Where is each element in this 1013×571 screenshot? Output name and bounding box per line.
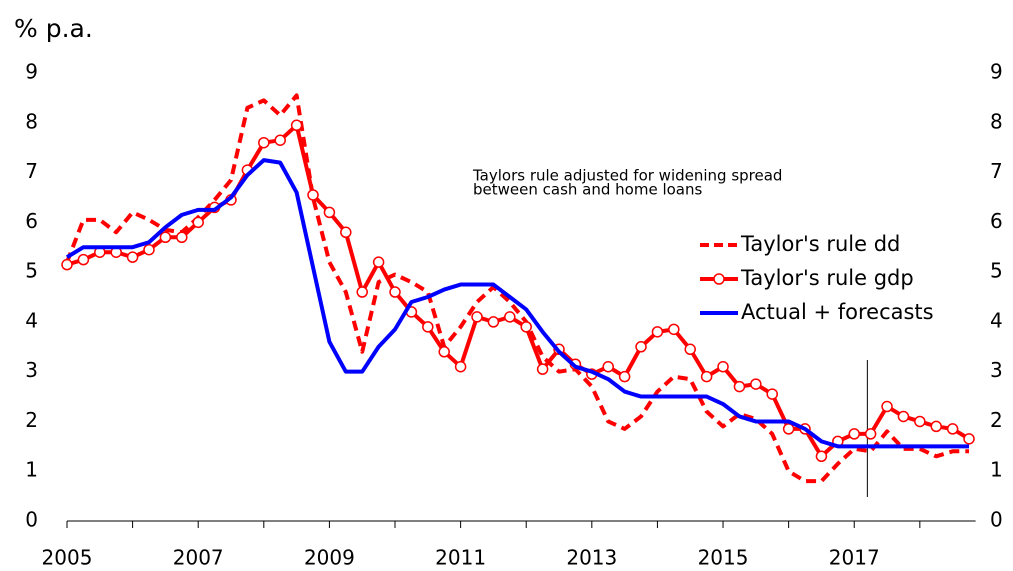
y2-tick-label: 5: [990, 259, 1003, 283]
marker: [750, 378, 762, 390]
y-axis-label: % p.a.: [14, 14, 93, 43]
y-tick-label: 5: [25, 259, 38, 283]
marker: [848, 428, 860, 440]
y2-tick-label: 7: [990, 159, 1003, 183]
y-tick-label: 8: [25, 109, 38, 133]
series-line: [65, 158, 970, 449]
marker: [340, 226, 352, 239]
y-tick-label: 0: [25, 508, 38, 532]
marker: [504, 311, 516, 323]
marker: [782, 423, 795, 435]
marker: [159, 231, 172, 244]
marker: [307, 189, 319, 201]
y2-tick-label: 4: [990, 308, 1003, 332]
marker: [651, 326, 664, 338]
marker: [618, 370, 631, 383]
marker: [422, 321, 434, 333]
x-tick-label: 2009: [304, 546, 355, 570]
y2-tick-label: 0: [990, 508, 1003, 532]
legend-label: Taylor's rule dd: [740, 232, 900, 256]
legend-marker: [713, 273, 725, 285]
marker: [700, 370, 713, 383]
x-tick-label: 2007: [173, 546, 224, 570]
y-tick-label: 3: [25, 358, 38, 382]
x-tick-label: 2015: [698, 546, 749, 570]
x-tick-label: 2013: [566, 546, 617, 570]
marker: [946, 423, 959, 435]
marker: [881, 400, 893, 413]
marker: [864, 428, 877, 440]
y2-tick-label: 1: [990, 458, 1003, 482]
y-tick-label: 1: [25, 458, 38, 482]
marker: [914, 415, 926, 428]
annotation: Taylors rule adjusted for widening sprea…: [472, 167, 782, 185]
y2-tick-label: 6: [990, 209, 1003, 233]
marker: [126, 251, 139, 263]
marker: [143, 243, 155, 256]
marker: [602, 360, 614, 373]
marker: [536, 363, 549, 375]
marker: [684, 343, 696, 356]
marker: [372, 256, 385, 268]
marker: [454, 360, 467, 373]
marker: [192, 216, 204, 229]
marker: [668, 323, 680, 336]
x-tick-label: 2005: [42, 546, 93, 570]
marker: [717, 360, 729, 373]
legend-label: Taylor's rule gdp: [740, 266, 914, 290]
marker: [635, 341, 647, 353]
marker: [766, 388, 778, 400]
marker: [356, 286, 368, 298]
marker: [733, 380, 746, 393]
y2-tick-label: 8: [990, 109, 1003, 133]
x-tick-label: 2017: [829, 546, 880, 570]
y-tick-label: 9: [25, 60, 38, 84]
marker: [930, 420, 942, 433]
marker: [176, 231, 188, 244]
marker: [815, 450, 828, 463]
marker: [323, 206, 336, 219]
y2-tick-label: 2: [990, 408, 1003, 432]
marker: [963, 433, 975, 445]
marker: [897, 410, 910, 423]
annotation: between cash and home loans: [473, 181, 702, 199]
marker: [258, 136, 270, 149]
y-tick-label: 4: [25, 308, 38, 332]
y-tick-label: 7: [25, 159, 38, 183]
y2-tick-label: 9: [990, 60, 1003, 84]
y2-tick-label: 3: [990, 358, 1003, 382]
marker: [389, 286, 401, 298]
marker: [77, 253, 90, 266]
marker: [290, 119, 303, 132]
marker: [61, 258, 73, 271]
marker: [274, 134, 286, 146]
marker: [438, 346, 450, 358]
series-line: [65, 93, 970, 484]
marker: [520, 321, 532, 333]
y-tick-label: 2: [25, 408, 38, 432]
y-tick-label: 6: [25, 209, 38, 233]
marker: [487, 316, 500, 328]
marker: [471, 311, 483, 323]
legend-label: Actual + forecasts: [741, 300, 934, 324]
x-tick-label: 2011: [435, 546, 486, 570]
